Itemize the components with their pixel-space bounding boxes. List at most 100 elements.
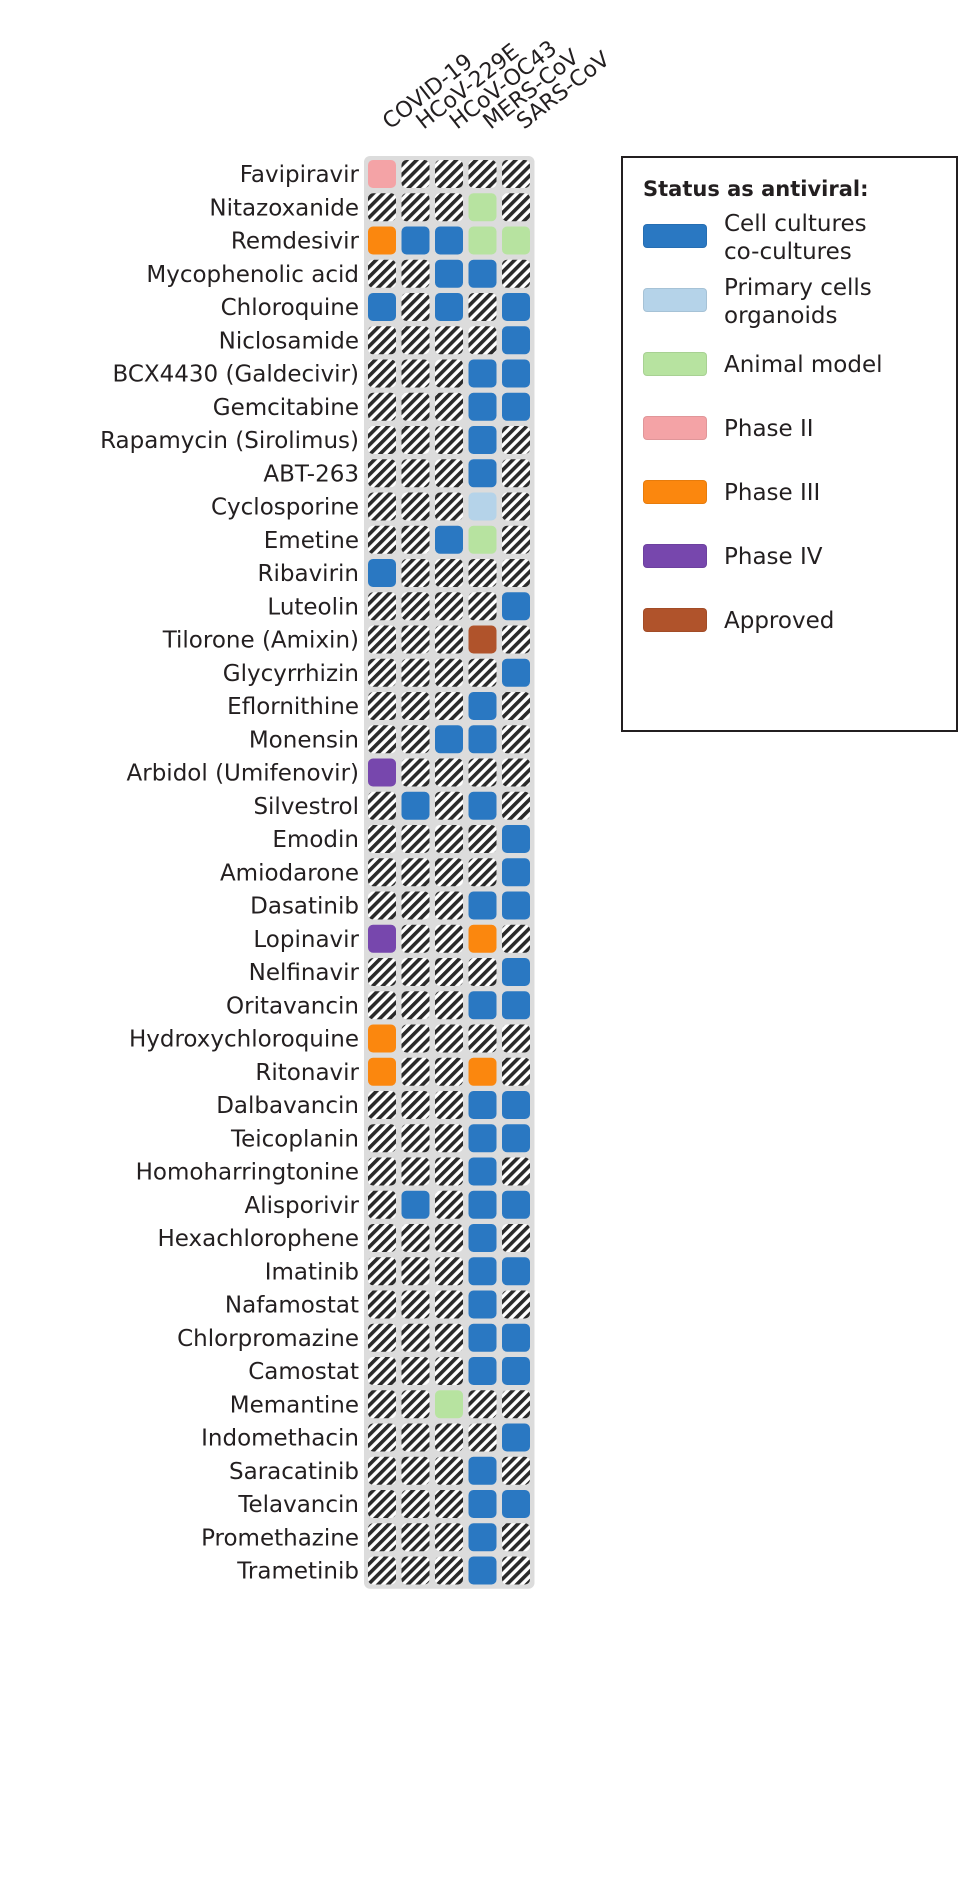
- cell-empty: [401, 1323, 430, 1352]
- cell-empty: [401, 193, 430, 222]
- cell-status: [502, 1490, 530, 1518]
- cell-empty: [435, 592, 463, 621]
- cell-status: [468, 1224, 497, 1252]
- cell-status: [435, 293, 463, 321]
- cell-status: [502, 1423, 530, 1452]
- cell-status: [401, 1190, 430, 1219]
- cell-empty: [502, 160, 530, 188]
- cell-empty: [468, 1024, 497, 1053]
- cell-empty: [368, 459, 396, 488]
- row-label: Camostat: [248, 1359, 359, 1385]
- cell-empty: [401, 1091, 430, 1119]
- cell-status: [468, 692, 497, 720]
- cell-empty: [401, 326, 430, 355]
- row-label: Chloroquine: [221, 295, 359, 321]
- cell-empty: [435, 1257, 463, 1286]
- legend-label: Phase III: [724, 480, 821, 506]
- row-label: Dalbavancin: [216, 1093, 359, 1119]
- cell-empty: [435, 1157, 463, 1186]
- cell-empty: [502, 791, 530, 820]
- cell-empty: [368, 1157, 396, 1186]
- cell-status: [502, 958, 530, 986]
- cell-empty: [435, 392, 463, 421]
- cell-status: [468, 1523, 497, 1552]
- cell-empty: [435, 1556, 463, 1585]
- cell-empty: [368, 825, 396, 853]
- cell-empty: [401, 1490, 430, 1518]
- cell-empty: [502, 426, 530, 454]
- cell-empty: [368, 592, 396, 621]
- row-label: Arbidol (Umifenovir): [127, 761, 359, 787]
- cell-empty: [401, 1057, 430, 1086]
- row-label: Memantine: [230, 1392, 359, 1418]
- cell-empty: [435, 559, 463, 587]
- heatmap-grid: [364, 156, 535, 1589]
- cell-empty: [502, 492, 530, 521]
- legend-label: Phase II: [724, 416, 814, 442]
- cell-empty: [435, 1124, 463, 1153]
- cell-empty: [401, 1224, 430, 1252]
- cell-status: [435, 525, 463, 554]
- cell-status: [435, 259, 463, 288]
- cell-empty: [368, 1323, 396, 1352]
- cell-empty: [435, 1523, 463, 1552]
- cell-status: [502, 825, 530, 853]
- cell-empty: [401, 259, 430, 288]
- cell-status: [468, 193, 497, 222]
- cell-empty: [401, 559, 430, 587]
- cell-empty: [401, 758, 430, 787]
- cell-empty: [368, 1390, 396, 1419]
- row-label: Dasatinib: [250, 894, 359, 920]
- cell-empty: [435, 1423, 463, 1452]
- row-label: Niclosamide: [219, 328, 359, 354]
- cell-status: [468, 924, 497, 953]
- row-label: Rapamycin (Sirolimus): [100, 428, 359, 454]
- cell-status: [502, 1190, 530, 1219]
- legend-label: Approved: [724, 608, 835, 634]
- cell-empty: [468, 958, 497, 986]
- row-label: Promethazine: [201, 1525, 359, 1551]
- row-label: Favipiravir: [240, 162, 360, 188]
- cell-empty: [368, 1423, 396, 1452]
- legend-swatch: [643, 608, 707, 632]
- cell-empty: [401, 592, 430, 621]
- row-label: Indomethacin: [201, 1426, 359, 1452]
- cell-empty: [368, 1523, 396, 1552]
- row-label: Tilorone (Amixin): [162, 628, 359, 654]
- cell-status: [468, 1556, 497, 1585]
- cell-empty: [368, 392, 396, 421]
- legend-title: Status as antiviral:: [643, 177, 869, 201]
- row-label: Remdesivir: [231, 229, 360, 255]
- cell-empty: [401, 1024, 430, 1053]
- cell-empty: [368, 891, 396, 920]
- cell-empty: [401, 658, 430, 687]
- cell-status: [401, 791, 430, 820]
- cell-empty: [468, 658, 497, 687]
- cell-empty: [401, 1556, 430, 1585]
- cell-status: [502, 891, 530, 920]
- cell-status: [502, 359, 530, 388]
- legend-item: Phase IV: [643, 530, 943, 580]
- cell-empty: [502, 459, 530, 488]
- cell-empty: [468, 559, 497, 587]
- cell-status: [468, 1323, 497, 1352]
- cell-status: [468, 1157, 497, 1186]
- cell-status: [502, 658, 530, 687]
- cell-empty: [368, 725, 396, 754]
- legend-label: Cell cultures co-cultures: [724, 211, 867, 265]
- row-label: Emodin: [272, 827, 359, 853]
- cell-empty: [435, 958, 463, 986]
- cell-empty: [368, 1490, 396, 1518]
- legend-label: Phase IV: [724, 544, 823, 570]
- cell-empty: [368, 1290, 396, 1319]
- cell-empty: [468, 326, 497, 355]
- cell-empty: [368, 359, 396, 388]
- row-label: ABT-263: [263, 461, 359, 487]
- cell-empty: [502, 758, 530, 787]
- legend: Status as antiviral: Cell cultures co-cu…: [621, 156, 958, 732]
- row-label: Luteolin: [267, 594, 359, 620]
- cell-empty: [401, 1390, 430, 1419]
- cell-empty: [401, 1423, 430, 1452]
- cell-empty: [368, 326, 396, 355]
- cell-status: [502, 293, 530, 321]
